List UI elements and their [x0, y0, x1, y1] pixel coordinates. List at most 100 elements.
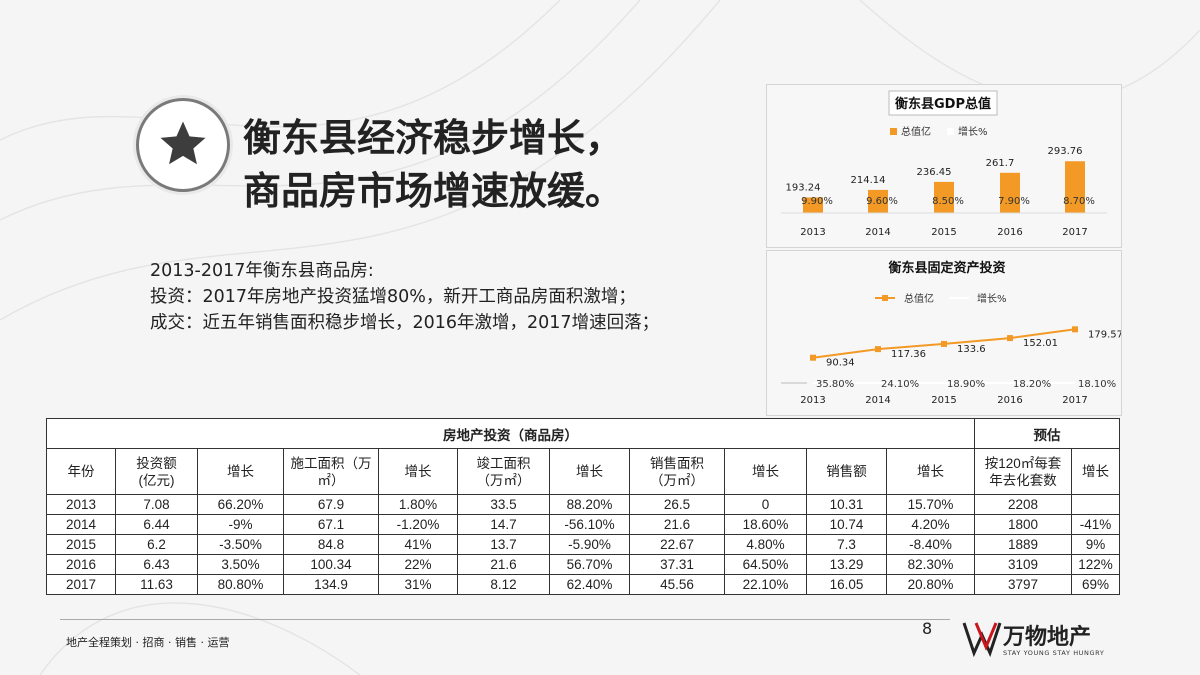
table-cell: 64.50%: [724, 554, 807, 575]
table-cell: -3.50%: [197, 534, 284, 555]
table-header-row: 年份 投资额 (亿元) 增长 施工面积（万㎡） 增长 竣工面积 （万㎡） 增长 销售面积 （万㎡）增…: [46, 448, 1121, 495]
x-tick-label: 2015: [931, 227, 956, 238]
table-row: 2016 6.43 3.50% 100.34 22% 21.6 56.70% 37.31 64.…: [46, 554, 1121, 575]
table-cell: -5.90%: [549, 534, 630, 555]
legend-swatch: [947, 128, 954, 135]
investment-chart-panel: 衡东县固定资产投资 总值亿 增长% 90.34 35.80% 2013 117.36 24.1…: [766, 250, 1122, 416]
table-cell: -1.20%: [378, 514, 458, 535]
intro-line: 成交：近五年销售面积稳步增长，2016年激增，2017增速回落；: [150, 313, 660, 333]
table-cell: 2016: [46, 554, 116, 575]
data-label: 133.6: [957, 344, 986, 355]
title-line-2: 商品房市场增速放缓。: [243, 169, 624, 213]
table-cell: 9%: [1071, 534, 1121, 555]
column-header: 增长: [549, 448, 630, 495]
table-cell: 3797: [974, 574, 1073, 595]
table-cell: 2014: [46, 514, 116, 535]
table-cell: 2017: [46, 574, 116, 595]
table-cell: 84.8: [283, 534, 379, 555]
table-cell: 134.9: [283, 574, 379, 595]
footer-divider: [60, 619, 950, 620]
column-header: 销售额: [806, 448, 887, 495]
gdp-bar: [1065, 161, 1085, 213]
x-tick-label: 2016: [997, 395, 1022, 406]
table-cell: 3.50%: [197, 554, 284, 575]
table-cell: 45.56: [629, 574, 725, 595]
data-label: 152.01: [1023, 338, 1058, 349]
brand-logo: [962, 622, 1002, 658]
table-cell: 20.80%: [885, 574, 976, 595]
column-header: 增长: [724, 448, 807, 495]
intro-line: 投资：2017年房地产投资猛增80%，新开工商品房面积激增；: [150, 287, 636, 307]
investment-point: [810, 354, 816, 361]
growth-label: 8.70%: [1063, 196, 1095, 207]
growth-label: 18.20%: [1013, 379, 1051, 390]
x-tick-label: 2016: [997, 227, 1022, 238]
table-cell: -41%: [1071, 514, 1121, 535]
table-cell: 18.60%: [724, 514, 807, 535]
data-label: 236.45: [917, 167, 952, 178]
group-header: 预估: [974, 418, 1121, 449]
table-cell: 0: [724, 494, 807, 515]
table-cell: 21.6: [629, 514, 725, 535]
column-header: 施工面积（万㎡）: [283, 448, 379, 495]
column-header: 销售面积 （万㎡）: [629, 448, 725, 495]
table-row: 2013 7.08 66.20% 67.9 1.80% 33.5 88.20% 26.5 0 10…: [46, 494, 1121, 515]
table-cell: 22.67: [629, 534, 725, 555]
column-header: 投资额 (亿元): [115, 448, 198, 495]
table-cell: 31%: [378, 574, 458, 595]
table-cell: 22.10%: [724, 574, 807, 595]
table-cell: 13.7: [457, 534, 550, 555]
table-cell: 3109: [974, 554, 1073, 575]
column-header: 增长: [378, 448, 458, 495]
table-cell: 33.5: [457, 494, 550, 515]
table-cell: 37.31: [629, 554, 725, 575]
table-cell: 11.63: [115, 574, 198, 595]
growth-label: 7.90%: [998, 196, 1030, 207]
column-header: 增长: [1071, 448, 1121, 495]
table-cell: 2013: [46, 494, 116, 515]
legend-label: 总值亿: [901, 125, 931, 138]
x-tick-label: 2014: [865, 395, 890, 406]
table-cell: 6.2: [115, 534, 198, 555]
table-cell: 1889: [974, 534, 1073, 555]
growth-label: 35.80%: [816, 379, 854, 390]
table-cell: 10.31: [806, 494, 887, 515]
table-cell: 66.20%: [197, 494, 284, 515]
table-row: 2015 6.2 -3.50% 84.8 41% 13.7 -5.90% 22.67 4.80%…: [46, 534, 1121, 555]
data-label: 293.76: [1048, 146, 1083, 157]
table-cell: 88.20%: [549, 494, 630, 515]
investment-point: [1007, 335, 1013, 342]
table-cell: 13.29: [806, 554, 887, 575]
page-number: 8: [922, 619, 933, 638]
chart-title: 衡东县固定资产投资: [888, 260, 1005, 276]
table-cell: 69%: [1071, 574, 1121, 595]
table-cell: 122%: [1071, 554, 1121, 575]
growth-label: 9.60%: [866, 196, 898, 207]
column-header: 增长: [885, 448, 976, 495]
table-cell: 1800: [974, 514, 1073, 535]
gdp-chart-panel: 衡东县GDP总值 总值亿 增长% 193.24 9.90% 2013 214.14 9.60%…: [766, 84, 1122, 248]
data-label: 214.14: [851, 175, 886, 186]
data-label: 193.24: [786, 182, 821, 193]
table-cell: 26.5: [629, 494, 725, 515]
table-cell: 6.43: [115, 554, 198, 575]
table-cell: 21.6: [457, 554, 550, 575]
table-cell: 67.1: [283, 514, 379, 535]
column-header: 按120㎡每套 年去化套数: [974, 448, 1073, 495]
table-cell: 1.80%: [378, 494, 458, 515]
growth-label: 18.90%: [947, 379, 985, 390]
legend-label: 增长%: [977, 292, 1007, 305]
chart-title-box: [888, 90, 998, 116]
investment-point: [1072, 326, 1078, 333]
x-tick-label: 2017: [1062, 227, 1087, 238]
table-cell: 6.44: [115, 514, 198, 535]
table-cell: 4.80%: [724, 534, 807, 555]
table-row: 2014 6.44 -9% 67.1 -1.20% 14.7 -56.10% 21.6 18.6…: [46, 514, 1121, 535]
investment-point: [875, 346, 881, 353]
intro-line: 2013-2017年衡东县商品房:: [150, 261, 374, 281]
growth-label: 18.10%: [1078, 379, 1116, 390]
data-label: 117.36: [891, 349, 926, 360]
data-label: 90.34: [826, 358, 855, 369]
brand-name: 万物地产: [1003, 625, 1092, 650]
